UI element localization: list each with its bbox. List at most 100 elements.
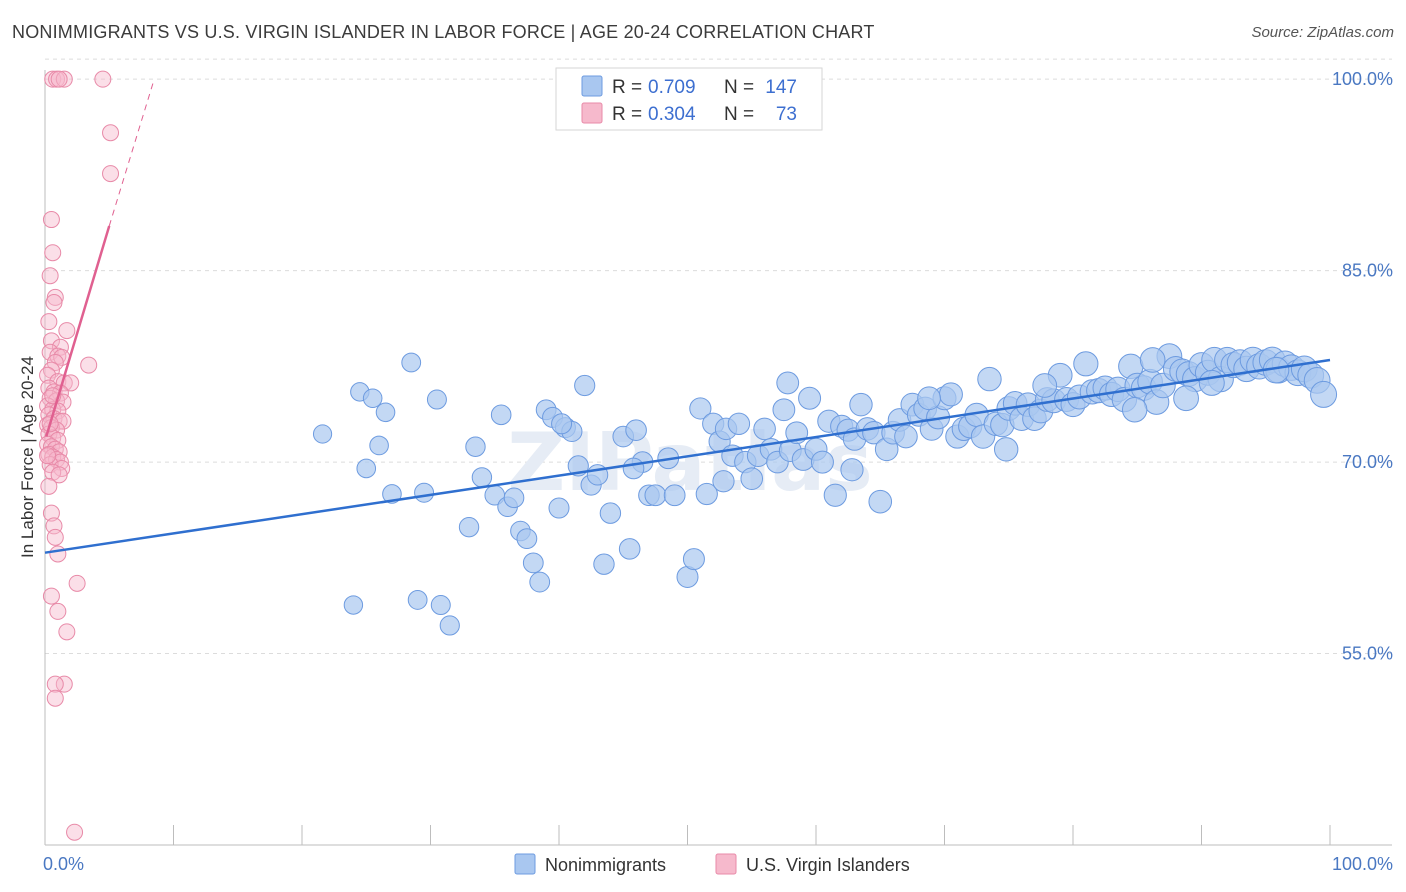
nonimmigrants-point bbox=[868, 489, 893, 514]
virgin-islanders-point bbox=[49, 602, 67, 620]
virgin-islanders-point bbox=[58, 623, 76, 641]
y-tick-labels: 55.0% 70.0% 85.0% 100.0% bbox=[1332, 69, 1393, 663]
nonimmigrants-point bbox=[369, 435, 389, 456]
nonimmigrants-point bbox=[356, 458, 377, 479]
nonimmigrants-point bbox=[551, 413, 573, 435]
legend-n-label: N = bbox=[724, 77, 754, 98]
nonimmigrants-point bbox=[458, 516, 480, 538]
virgin-islanders-point bbox=[80, 356, 98, 374]
bottom-legend-label-nonimmigrants: Nonimmigrants bbox=[545, 855, 666, 875]
virgin-islanders-point bbox=[55, 675, 73, 693]
legend-swatch-virgin-islanders bbox=[581, 102, 603, 124]
nonimmigrants-point bbox=[712, 470, 735, 493]
nonimmigrants-point bbox=[740, 467, 764, 490]
nonimmigrants-point bbox=[625, 419, 647, 441]
x-tick-label: 100.0% bbox=[1332, 854, 1393, 874]
nonimmigrants-point bbox=[938, 382, 963, 407]
virgin-islanders-point bbox=[44, 244, 62, 262]
virgin-islanders-trend-extension bbox=[108, 78, 155, 227]
nonimmigrants-point bbox=[1073, 351, 1099, 377]
nonimmigrants-point bbox=[682, 548, 705, 571]
nonimmigrants-point bbox=[593, 553, 615, 575]
virgin-islanders-point bbox=[58, 322, 76, 340]
nonimmigrants-point bbox=[1121, 397, 1148, 423]
legend-bottom: Nonimmigrants U.S. Virgin Islanders bbox=[514, 853, 910, 875]
y-axis-label: In Labor Force | Age 20-24 bbox=[18, 356, 37, 558]
nonimmigrants-point bbox=[1198, 369, 1225, 396]
nonimmigrants-point bbox=[618, 538, 641, 560]
nonimmigrants-point bbox=[516, 528, 538, 550]
nonimmigrants-point bbox=[753, 417, 776, 441]
nonimmigrants-points bbox=[312, 343, 1338, 636]
virgin-islanders-point bbox=[40, 477, 58, 495]
virgin-islanders-point bbox=[44, 70, 62, 88]
bottom-legend-swatch-virgin-islanders bbox=[715, 853, 737, 875]
legend-swatch-nonimmigrants bbox=[581, 75, 603, 97]
bottom-legend-swatch-nonimmigrants bbox=[514, 853, 536, 875]
y-tick-label: 55.0% bbox=[1342, 644, 1393, 664]
x-tick-label: 0.0% bbox=[43, 854, 84, 874]
nonimmigrants-point bbox=[798, 386, 822, 410]
nonimmigrants-point bbox=[382, 484, 402, 504]
virgin-islanders-point bbox=[94, 70, 112, 88]
nonimmigrants-point bbox=[689, 397, 712, 420]
nonimmigrants-point bbox=[414, 482, 435, 503]
nonimmigrants-point bbox=[810, 450, 834, 474]
legend-n-value: 147 bbox=[765, 77, 797, 98]
virgin-islanders-point bbox=[40, 313, 58, 331]
virgin-islanders-point bbox=[42, 211, 60, 229]
legend-n-value: 73 bbox=[776, 104, 797, 125]
virgin-islanders-point bbox=[55, 70, 73, 88]
nonimmigrants-point bbox=[471, 467, 493, 488]
nonimmigrants-point bbox=[362, 388, 383, 409]
nonimmigrants-point bbox=[529, 571, 551, 593]
nonimmigrants-point bbox=[465, 436, 486, 457]
nonimmigrants-point bbox=[917, 386, 941, 411]
virgin-islanders-point bbox=[42, 587, 60, 605]
y-tick-label: 100.0% bbox=[1332, 69, 1393, 89]
virgin-islanders-point bbox=[102, 124, 120, 142]
legend-r-label: R = bbox=[612, 77, 642, 98]
nonimmigrants-point bbox=[343, 595, 364, 615]
nonimmigrants-point bbox=[574, 374, 596, 397]
virgin-islanders-point bbox=[46, 689, 64, 707]
nonimmigrants-point bbox=[439, 615, 460, 636]
nonimmigrants-point bbox=[622, 457, 645, 480]
bottom-legend-label-virgin-islanders: U.S. Virgin Islanders bbox=[746, 855, 910, 875]
legend-r-label: R = bbox=[612, 104, 642, 125]
virgin-islanders-point bbox=[42, 504, 60, 522]
nonimmigrants-point bbox=[548, 497, 570, 519]
nonimmigrants-point bbox=[599, 502, 622, 524]
legend-r-value: 0.709 bbox=[648, 77, 696, 98]
nonimmigrants-point bbox=[1139, 347, 1166, 373]
legend-n-label: N = bbox=[724, 104, 754, 125]
nonimmigrants-point bbox=[776, 371, 800, 395]
chart-title: NONIMMIGRANTS VS U.S. VIRGIN ISLANDER IN… bbox=[12, 22, 875, 42]
nonimmigrants-point bbox=[695, 482, 718, 506]
nonimmigrants-point bbox=[426, 389, 447, 410]
legend-top: R = 0.709 N = 147 R = 0.304 N = 73 bbox=[555, 67, 823, 131]
nonimmigrants-point bbox=[407, 590, 428, 610]
virgin-islanders-point bbox=[50, 466, 68, 484]
nonimmigrants-point bbox=[993, 437, 1019, 462]
nonimmigrants-point bbox=[1173, 385, 1199, 412]
virgin-islanders-point bbox=[45, 294, 63, 312]
virgin-islanders-point bbox=[41, 267, 59, 285]
virgin-islanders-point bbox=[68, 574, 86, 592]
nonimmigrants-point bbox=[312, 424, 333, 444]
virgin-islanders-point bbox=[66, 823, 84, 841]
nonimmigrants-point bbox=[490, 404, 512, 426]
nonimmigrants-trend-line bbox=[44, 358, 1331, 554]
nonimmigrants-point bbox=[840, 458, 864, 482]
nonimmigrants-point bbox=[430, 595, 451, 616]
nonimmigrants-point bbox=[644, 484, 667, 507]
virgin-islanders-points bbox=[39, 70, 120, 841]
virgin-islanders-point bbox=[46, 354, 64, 372]
source-label: Source: ZipAtlas.com bbox=[1251, 24, 1394, 41]
grid-lines bbox=[45, 58, 1392, 655]
nonimmigrants-point bbox=[894, 424, 918, 449]
virgin-islanders-point bbox=[39, 366, 57, 384]
virgin-islanders-point bbox=[49, 545, 67, 563]
nonimmigrants-point bbox=[727, 412, 751, 435]
